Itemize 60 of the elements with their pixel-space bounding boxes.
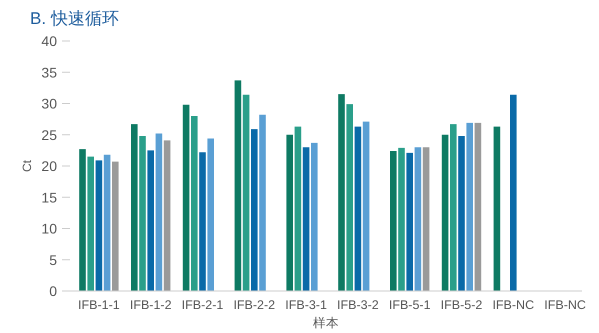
bar <box>414 147 422 291</box>
x-tick-label: IFB-NC <box>492 298 534 312</box>
bar <box>131 124 138 291</box>
bar <box>422 147 430 291</box>
y-tick-label: 0 <box>49 283 58 299</box>
x-tick-label: IFB-3-1 <box>285 298 327 312</box>
bar <box>286 134 293 291</box>
bar <box>147 150 154 291</box>
y-axis-title: Ct <box>20 159 34 172</box>
bar <box>156 134 162 291</box>
bar <box>510 94 517 291</box>
x-axis-title: 样本 <box>313 316 339 330</box>
bar <box>139 136 146 291</box>
bar <box>338 94 345 291</box>
bar <box>442 134 448 291</box>
y-tick-label: 5 <box>49 252 58 268</box>
bar <box>390 151 397 291</box>
x-tick-label: IFB-2-1 <box>182 298 224 312</box>
bar <box>294 126 302 291</box>
x-tick-label: IFB-NC <box>544 298 586 312</box>
bar <box>354 126 362 291</box>
bar <box>494 126 500 291</box>
bar <box>191 116 198 291</box>
bar <box>112 162 119 291</box>
y-tick-label: 30 <box>41 96 58 112</box>
x-tick-label: IFB-1-1 <box>78 298 120 312</box>
bar <box>242 94 250 291</box>
y-tick-label: 10 <box>41 220 58 236</box>
bar <box>362 122 370 291</box>
bar <box>207 138 214 291</box>
bar <box>450 124 457 291</box>
bar <box>259 114 266 291</box>
bar <box>458 136 465 291</box>
bar <box>346 104 353 291</box>
bar <box>398 148 405 291</box>
chart-title: B. 快速循环 <box>30 9 119 28</box>
x-tick-label: IFB-3-2 <box>337 298 379 312</box>
bar <box>87 156 94 291</box>
y-tick-label: 25 <box>41 126 58 143</box>
bar <box>164 140 170 291</box>
x-tick-label: IFB-1-2 <box>130 298 172 312</box>
y-tick-label: 15 <box>41 189 58 206</box>
y-tick-label: 40 <box>41 33 58 49</box>
x-tick-label: IFB-5-1 <box>388 298 431 312</box>
bar <box>474 122 482 291</box>
x-tick-label: IFB-5-2 <box>440 298 482 312</box>
x-tick-label: IFB-2-2 <box>233 298 276 312</box>
bar <box>251 129 258 291</box>
bar <box>234 80 242 291</box>
bar <box>466 122 473 291</box>
bar <box>96 160 102 291</box>
bar <box>104 154 110 291</box>
bar <box>182 104 190 291</box>
bar <box>79 149 86 291</box>
bar <box>199 152 206 291</box>
bar <box>302 147 310 291</box>
y-tick-label: 20 <box>41 158 58 174</box>
bar <box>406 152 413 291</box>
y-tick-label: 35 <box>41 64 58 80</box>
bar <box>311 142 318 291</box>
